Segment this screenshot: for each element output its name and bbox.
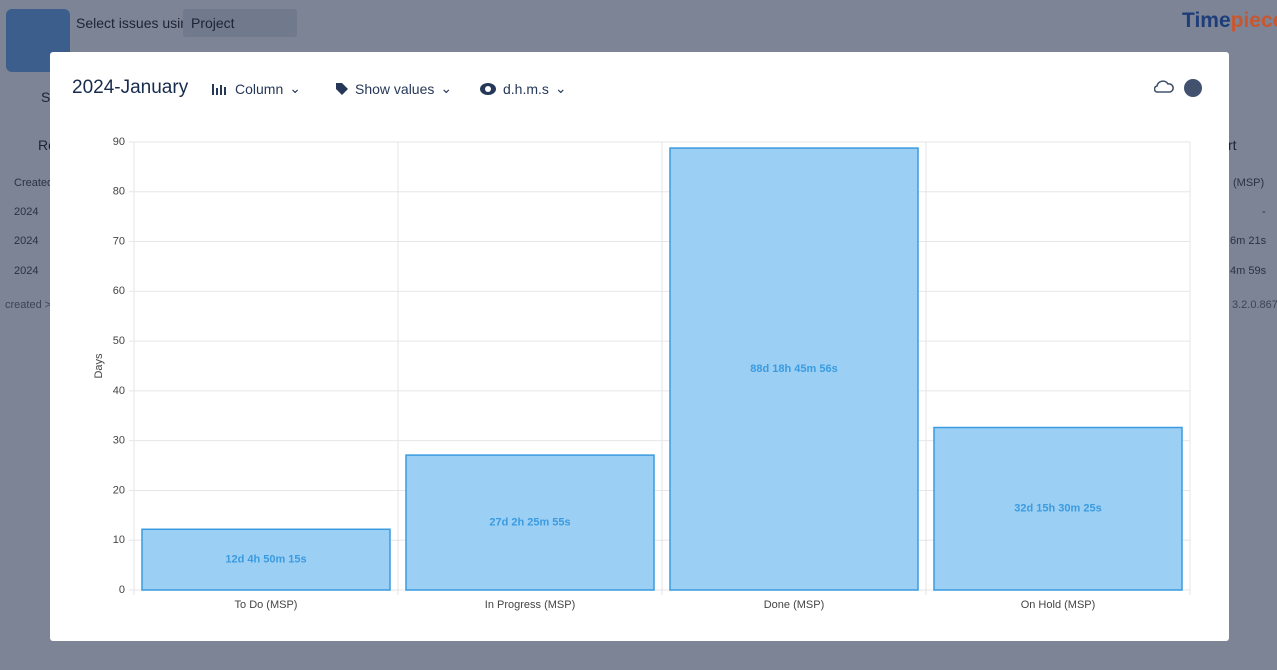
y-tick-label: 40 — [113, 385, 125, 397]
label: Show values — [355, 80, 435, 97]
x-tick-label: Done (MSP) — [764, 599, 825, 611]
value-label: 88d 18h 45m 56s — [750, 363, 837, 375]
select-dropdown[interactable]: Project — [183, 9, 297, 37]
chart: 2024-January Days 0 10 20 30 40 50 60 70 80 90 To … — [72, 77, 1191, 611]
toolbar-button[interactable]: rt — [1228, 137, 1237, 153]
x-tick-label: To Do (MSP) — [235, 599, 298, 611]
table-cell: 2024 — [14, 265, 39, 277]
table-header: (MSP) — [1233, 177, 1265, 189]
y-tick-label: 60 — [113, 285, 125, 297]
y-tick-label: 10 — [113, 534, 125, 546]
select-label: Select issues using — [76, 15, 196, 31]
icon — [480, 82, 496, 95]
table-cell: - — [1262, 206, 1266, 218]
y-tick-label: 0 — [119, 584, 125, 596]
chart-type-dropdown[interactable]: Column ⌄ — [211, 80, 301, 97]
table-header: Created — [14, 177, 54, 189]
icon — [336, 82, 348, 95]
table-cell: 4m 59s — [1230, 265, 1267, 277]
chart-modal: Column ⌄ Show values ⌄ d.h.m.s ⌄ 2024-Janua… — [50, 52, 1229, 641]
label: Column — [235, 80, 284, 97]
y-axis-label: Days — [93, 353, 105, 379]
icon — [212, 83, 226, 95]
value-label: 12d 4h 50m 15s — [225, 554, 306, 566]
bar — [141, 528, 391, 591]
x-tick-label: On Hold (MSP) — [1021, 599, 1096, 611]
brand: Timepiece — [1182, 9, 1277, 33]
bar — [405, 454, 655, 591]
y-tick-label: 50 — [113, 335, 125, 347]
y-tick-label: 30 — [113, 435, 125, 447]
values-dropdown[interactable]: Show values ⌄ — [335, 80, 452, 97]
version: 3.2.0.867 — [1232, 299, 1277, 311]
chart-title: 2024-January — [72, 77, 189, 98]
bar — [669, 147, 919, 591]
table-footer: created > — [5, 299, 52, 311]
value-label: 27d 2h 25m 55s — [489, 516, 570, 528]
table-cell: 6m 21s — [1230, 235, 1267, 247]
modal-actions — [1154, 79, 1202, 97]
x-tick-label: In Progress (MSP) — [485, 599, 575, 611]
help-icon[interactable] — [1184, 79, 1202, 97]
table-cell: 2024 — [14, 206, 39, 218]
table-cell: 2024 — [14, 235, 39, 247]
value-label: 32d 15h 30m 25s — [1014, 503, 1101, 515]
label: d.h.m.s — [503, 80, 549, 97]
y-tick-label: 90 — [113, 136, 125, 148]
download-icon[interactable] — [1154, 80, 1174, 93]
brand-a: Time — [1182, 9, 1231, 32]
y-tick-label: 80 — [113, 186, 125, 198]
bar — [933, 426, 1183, 591]
brand-b: piece — [1230, 9, 1277, 32]
y-tick-label: 70 — [113, 235, 125, 247]
y-tick-label: 20 — [113, 484, 125, 496]
format-dropdown[interactable]: d.h.m.s ⌄ — [479, 80, 567, 97]
